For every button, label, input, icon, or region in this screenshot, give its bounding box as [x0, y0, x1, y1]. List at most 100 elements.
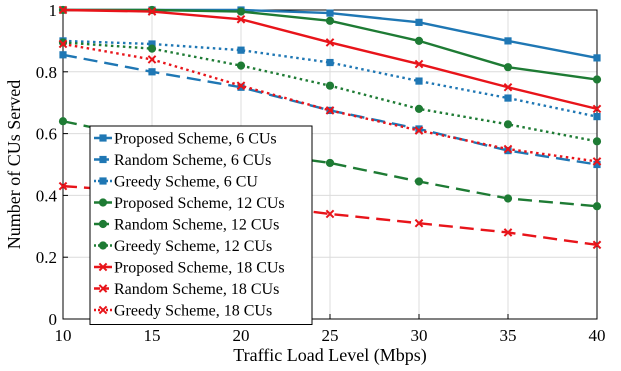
data-point [325, 158, 335, 168]
data-point [503, 63, 513, 72]
x-axis-ticks: 10 15 20 25 30 35 40 [55, 314, 606, 345]
legend-label: Random Scheme, 6 CUs [114, 152, 271, 169]
legend-item: Proposed Scheme, 18 CUs [94, 260, 285, 277]
series-5 [58, 38, 602, 146]
data-point [592, 240, 602, 250]
x-tick-label: 30 [411, 326, 428, 345]
legend-item: Greedy Scheme, 18 CUs [94, 303, 272, 320]
series-8 [58, 39, 602, 166]
y-axis-label: Number of CUs Served [4, 80, 24, 249]
legend-marker [98, 262, 108, 272]
data-point [415, 77, 423, 85]
legend-item: Random Scheme, 6 CUs [94, 152, 271, 169]
data-point [414, 218, 424, 228]
data-point [58, 117, 68, 126]
data-point [503, 194, 513, 203]
y-tick-label: 0.8 [36, 63, 57, 82]
data-point [236, 81, 246, 91]
legend-item: Greedy Scheme, 12 CUs [94, 238, 272, 255]
x-tick-label: 35 [500, 326, 517, 345]
data-point [593, 160, 601, 169]
legend-marker [98, 241, 108, 250]
data-point [414, 126, 424, 135]
data-point [58, 181, 68, 191]
data-point [414, 177, 424, 186]
data-point [326, 9, 334, 17]
legend-label: Proposed Scheme, 6 CUs [114, 131, 277, 148]
data-point [415, 18, 423, 26]
data-point [236, 61, 246, 70]
legend-marker [98, 198, 108, 207]
x-axis-label: Traffic Load Level (Mbps) [233, 345, 426, 366]
data-point [503, 120, 513, 129]
y-tick-label: 0 [49, 310, 58, 329]
data-point [237, 83, 245, 91]
data-point [148, 68, 156, 76]
legend-label: Proposed Scheme, 18 CUs [114, 260, 285, 277]
legend-item: Proposed Scheme, 6 CUs [94, 131, 277, 148]
legend-marker [99, 177, 107, 185]
legend-item: Proposed Scheme, 12 CUs [94, 195, 285, 212]
legend-item: Random Scheme, 12 CUs [94, 217, 279, 234]
data-point [593, 54, 601, 62]
data-point [325, 81, 335, 90]
x-tick-label: 20 [233, 326, 250, 345]
x-tick-label: 10 [55, 326, 72, 345]
y-tick-label: 0.4 [36, 186, 58, 205]
x-tick-label: 40 [589, 326, 606, 345]
x-tick-label: 25 [322, 326, 339, 345]
legend-marker [99, 155, 107, 164]
data-point [325, 106, 335, 115]
data-point [414, 59, 424, 69]
data-point [592, 137, 602, 146]
legend-label: Greedy Scheme, 12 CUs [114, 238, 272, 255]
data-point [503, 82, 513, 92]
data-point [236, 14, 246, 24]
data-point [147, 7, 157, 16]
legend-marker [98, 284, 108, 293]
data-point [592, 104, 602, 114]
data-point [325, 16, 335, 25]
legend-label: Random Scheme, 12 CUs [114, 217, 279, 234]
data-point [237, 46, 245, 54]
legend-item: Greedy Scheme, 6 CU [94, 174, 258, 191]
data-point [414, 104, 424, 113]
legend-marker [98, 305, 108, 315]
data-point [414, 36, 424, 46]
data-point [325, 209, 335, 219]
data-point [59, 51, 67, 59]
y-axis-ticks: 0 0.2 0.4 0.6 0.8 1 [36, 1, 68, 329]
legend-marker [99, 134, 107, 142]
data-point [592, 75, 602, 84]
data-point [58, 39, 68, 49]
data-point [504, 37, 512, 45]
legend-label: Random Scheme, 18 CUs [114, 281, 279, 298]
series-6 [58, 5, 602, 114]
legend-label: Greedy Scheme, 6 CU [114, 174, 258, 191]
legend-box [89, 125, 313, 325]
data-point [503, 144, 513, 154]
data-point [147, 55, 157, 64]
data-point [148, 40, 156, 48]
data-point [593, 113, 601, 121]
data-point [592, 202, 602, 211]
data-point [58, 5, 68, 15]
legend-label: Greedy Scheme, 18 CUs [114, 303, 272, 320]
data-point [503, 228, 513, 237]
legend-marker [98, 219, 108, 229]
data-point [236, 7, 246, 16]
data-point [592, 157, 602, 166]
y-tick-label: 0.6 [36, 125, 57, 144]
data-point [147, 44, 157, 53]
data-point [504, 146, 512, 155]
data-point [504, 94, 512, 102]
legend-label: Proposed Scheme, 12 CUs [114, 195, 285, 212]
legend-item: Random Scheme, 18 CUs [94, 281, 279, 298]
y-tick-label: 1 [49, 1, 58, 20]
data-point [415, 125, 423, 133]
legend: Proposed Scheme, 6 CUs Random Scheme, 6 C… [89, 125, 313, 325]
data-point [325, 38, 335, 47]
series-layer [58, 5, 602, 250]
y-tick-label: 0.2 [36, 248, 57, 267]
